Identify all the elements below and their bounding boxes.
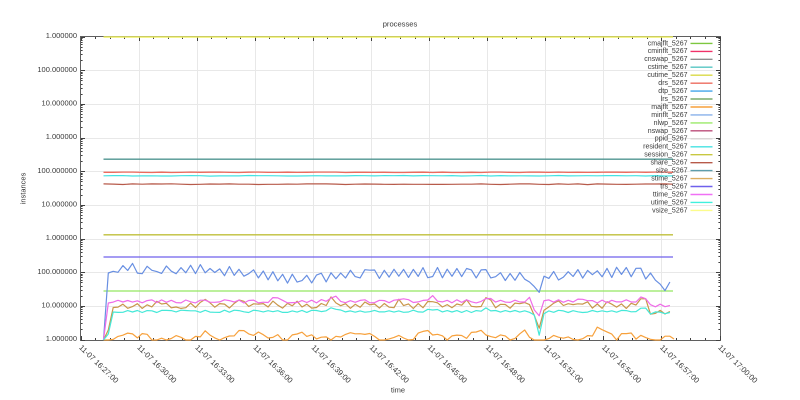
- svg-text:dtp_5267: dtp_5267: [658, 88, 687, 95]
- svg-text:100.000000: 100.000000: [37, 267, 77, 276]
- svg-text:10.000000: 10.000000: [42, 199, 77, 208]
- svg-text:ppid_5267: ppid_5267: [655, 136, 688, 143]
- svg-text:10.000000: 10.000000: [42, 300, 77, 309]
- svg-text:1.000000: 1.000000: [46, 233, 77, 242]
- svg-text:drs_5267: drs_5267: [658, 80, 687, 87]
- svg-text:100.000000: 100.000000: [37, 166, 77, 175]
- svg-text:cnswap_5267: cnswap_5267: [644, 56, 687, 63]
- svg-text:1.000000: 1.000000: [46, 132, 77, 141]
- svg-text:share_5267: share_5267: [651, 160, 688, 167]
- svg-text:10.000000: 10.000000: [42, 98, 77, 107]
- svg-text:vsize_5267: vsize_5267: [652, 207, 688, 214]
- svg-text:nlwp_5267: nlwp_5267: [654, 120, 688, 127]
- svg-text:majflt_5267: majflt_5267: [651, 104, 687, 111]
- svg-text:processes: processes: [383, 20, 418, 29]
- svg-text:1.000000: 1.000000: [46, 334, 77, 343]
- svg-text:resident_5267: resident_5267: [643, 144, 687, 151]
- svg-text:cminflt_5267: cminflt_5267: [648, 48, 688, 55]
- svg-text:cmajflt_5267: cmajflt_5267: [648, 40, 688, 47]
- svg-text:minflt_5267: minflt_5267: [651, 112, 687, 119]
- svg-text:1.000000: 1.000000: [46, 31, 77, 40]
- svg-text:ttime_5267: ttime_5267: [653, 191, 688, 198]
- svg-text:lrs_5267: lrs_5267: [661, 96, 688, 103]
- svg-text:100.000000: 100.000000: [37, 65, 77, 74]
- svg-text:session_5267: session_5267: [644, 152, 687, 159]
- svg-text:utime_5267: utime_5267: [651, 199, 688, 206]
- svg-text:instances: instances: [19, 172, 28, 204]
- svg-text:stime_5267: stime_5267: [651, 176, 687, 183]
- svg-text:nswap_5267: nswap_5267: [648, 128, 688, 135]
- svg-text:time: time: [391, 386, 405, 395]
- svg-text:size_5267: size_5267: [656, 168, 688, 175]
- svg-text:cstime_5267: cstime_5267: [648, 64, 688, 71]
- svg-text:trs_5267: trs_5267: [660, 183, 687, 190]
- svg-text:cutime_5267: cutime_5267: [647, 72, 687, 79]
